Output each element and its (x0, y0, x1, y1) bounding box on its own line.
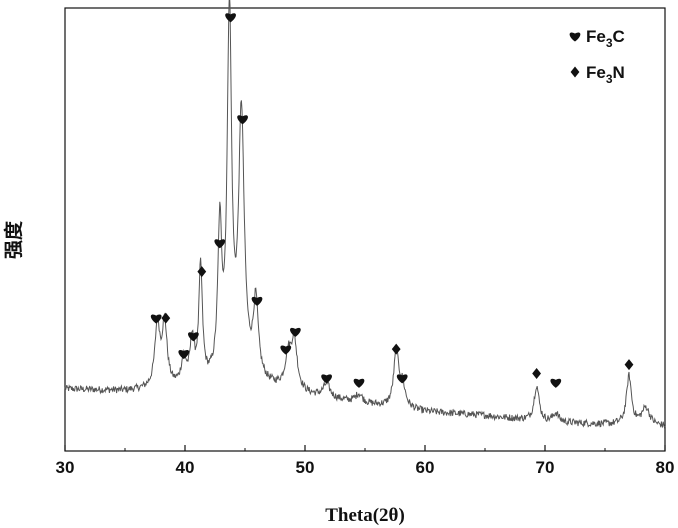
x-tick-label: 30 (56, 458, 75, 477)
legend: Fe3C Fe3N (570, 27, 625, 86)
heart-marker-icon (214, 239, 225, 248)
xrd-pattern-line (65, 0, 665, 427)
diamond-marker-icon (392, 344, 401, 355)
x-tick-label: 70 (536, 458, 555, 477)
legend-label-fe3n: Fe3N (586, 63, 625, 86)
diamond-marker-icon (161, 313, 170, 324)
x-tick-label: 60 (416, 458, 435, 477)
legend-label-fe3c: Fe3C (586, 27, 625, 50)
heart-marker-icon (397, 374, 408, 383)
heart-marker-icon (280, 346, 291, 355)
x-tick-label: 40 (176, 458, 195, 477)
heart-marker-icon (354, 379, 365, 388)
heart-marker-icon (290, 328, 301, 337)
heart-marker-icon (252, 297, 263, 306)
legend-item-fe3n: Fe3N (571, 63, 625, 86)
diamond-marker-icon (197, 266, 206, 277)
x-axis-ticks: 30 40 50 60 70 80 (56, 445, 675, 477)
heart-marker-icon (237, 115, 248, 124)
heart-marker-icon (151, 315, 162, 324)
heart-marker-icon (550, 379, 561, 388)
heart-marker-icon (570, 32, 581, 41)
heart-marker-icon (225, 13, 236, 22)
diamond-marker-icon (532, 368, 541, 379)
heart-marker-icon (178, 350, 189, 359)
peak-annotations (151, 13, 634, 388)
heart-marker-icon (321, 374, 332, 383)
legend-item-fe3c: Fe3C (570, 27, 625, 50)
diamond-marker-icon (571, 67, 580, 78)
x-tick-label: 50 (296, 458, 315, 477)
x-tick-label: 80 (656, 458, 675, 477)
x-axis-title: Theta(2θ) (325, 505, 405, 526)
y-axis-title: 强度 (2, 220, 25, 259)
diamond-marker-icon (625, 359, 634, 370)
